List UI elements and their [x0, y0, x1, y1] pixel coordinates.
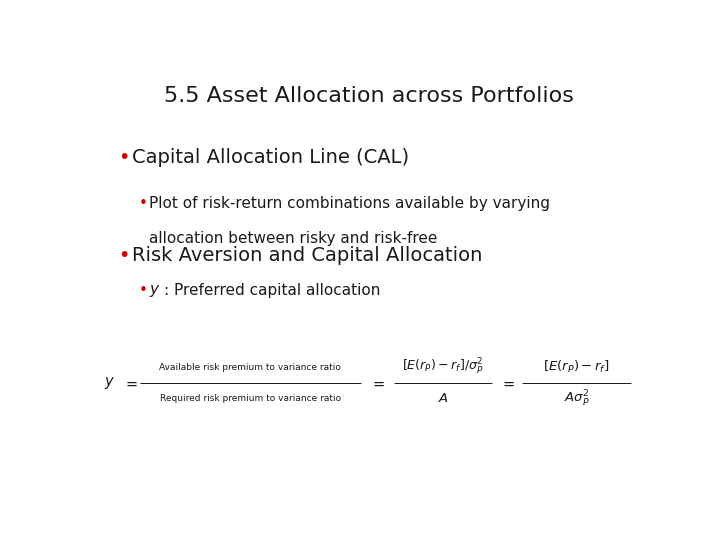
Text: •: •: [138, 283, 148, 298]
Text: •: •: [118, 148, 130, 167]
Text: $[E(r_P) - r_f]$: $[E(r_P) - r_f]$: [544, 359, 611, 375]
Text: $=$: $=$: [370, 375, 386, 390]
Text: 5.5 Asset Allocation across Portfolios: 5.5 Asset Allocation across Portfolios: [164, 85, 574, 106]
Text: Available risk premium to variance ratio: Available risk premium to variance ratio: [160, 362, 341, 372]
Text: Required risk premium to variance ratio: Required risk premium to variance ratio: [160, 394, 341, 403]
Text: $A\sigma_P^2$: $A\sigma_P^2$: [564, 389, 590, 409]
Text: $y$: $y$: [148, 283, 160, 299]
Text: $y$: $y$: [104, 375, 115, 391]
Text: : Preferred capital allocation: : Preferred capital allocation: [164, 283, 381, 298]
Text: •: •: [138, 196, 148, 211]
Text: •: •: [118, 246, 130, 265]
Text: Capital Allocation Line (CAL): Capital Allocation Line (CAL): [132, 148, 409, 167]
Text: $=$: $=$: [124, 375, 139, 390]
Text: $A$: $A$: [438, 392, 449, 405]
Text: $[E(r_P) - r_f]/\sigma_P^2$: $[E(r_P) - r_f]/\sigma_P^2$: [402, 357, 484, 377]
Text: $=$: $=$: [500, 375, 516, 390]
Text: Risk Aversion and Capital Allocation: Risk Aversion and Capital Allocation: [132, 246, 482, 265]
Text: Plot of risk-return combinations available by varying: Plot of risk-return combinations availab…: [148, 196, 549, 211]
Text: allocation between risky and risk-free: allocation between risky and risk-free: [148, 231, 437, 246]
